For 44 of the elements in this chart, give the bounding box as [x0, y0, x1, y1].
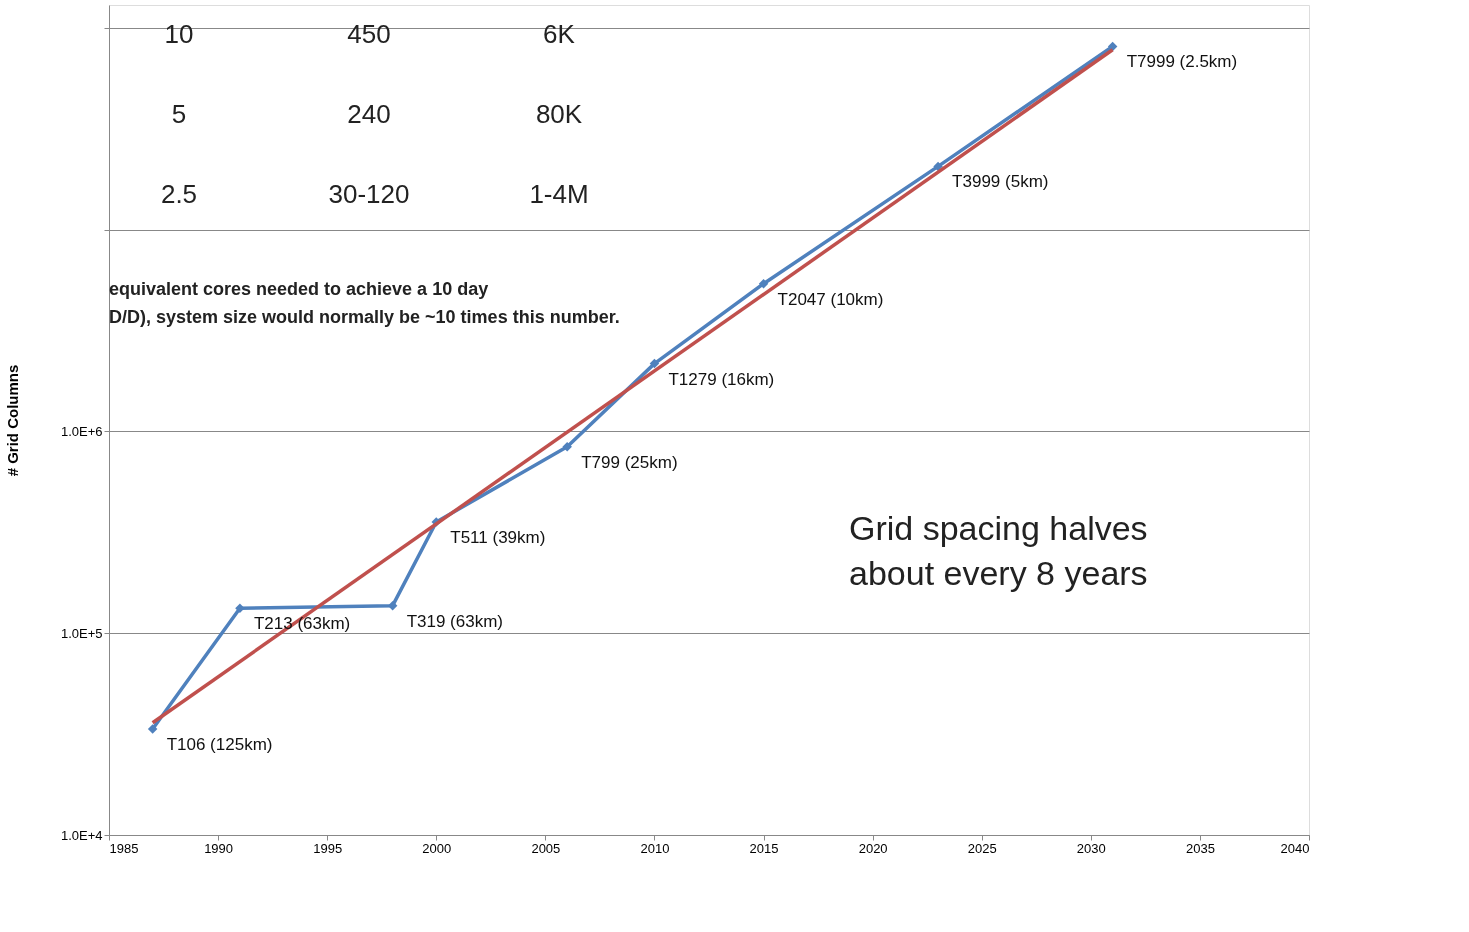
annotation: 1-4M [529, 179, 589, 209]
x-tick-label: 2000 [422, 840, 452, 856]
y-tick-label: 1.0E+5 [60, 625, 103, 641]
annotation: T213 (63km) [253, 614, 351, 634]
annotation: about every 8 years [849, 554, 1148, 592]
point [147, 724, 158, 734]
annotation: T319 (63km) [406, 611, 504, 631]
annotation: T1279 (16km) [668, 369, 775, 389]
point [235, 603, 245, 613]
x-tick-label: 2005 [531, 840, 561, 856]
annotation: T106 (125km) [166, 735, 273, 755]
annotation: equivalent cores needed to achieve a 10 day [109, 279, 489, 299]
x-tick-label: 1995 [313, 840, 343, 856]
y-tick-label: 1.0E+6 [60, 423, 103, 439]
annotation: T799 (25km) [581, 452, 678, 472]
x-tick-label: 2025 [967, 840, 997, 856]
annotation: T7999 (2.5km) [1126, 52, 1238, 72]
point [649, 358, 660, 369]
annotation: 5 [171, 99, 187, 129]
y-tick-label: 1.0E+4 [60, 827, 103, 843]
annotation: T2047 (10km) [777, 289, 884, 309]
x-tick-label: 2035 [1185, 840, 1215, 856]
annotation: T3999 (5km) [952, 172, 1049, 192]
x-tick-label: 2030 [1076, 840, 1106, 856]
annotation: T511 (39km) [450, 527, 546, 547]
annotation: 30-120 [328, 179, 410, 209]
point [933, 161, 943, 172]
point [562, 442, 572, 452]
x-tick-label: 1990 [204, 840, 234, 856]
x-tick-label: 2020 [858, 840, 888, 856]
annotation: 240 [347, 99, 391, 129]
annotation: 10 [164, 19, 194, 49]
x-tick-label: 2040 [1280, 840, 1310, 856]
x-tick-label: 1985 [109, 840, 139, 856]
annotation: 6K [543, 19, 576, 49]
annotation: Grid spacing halves [849, 509, 1148, 547]
annotation: 450 [347, 19, 391, 49]
annotation: 2.5 [160, 179, 198, 209]
annotation: D/D), system size would normally be ~10 times this number. [109, 307, 620, 327]
x-tick-label: 2015 [749, 840, 779, 856]
annotation: 80K [535, 99, 583, 129]
point [758, 278, 769, 289]
y-axis-title: # Grid Columns [3, 364, 21, 477]
x-tick-label: 2010 [640, 840, 670, 856]
